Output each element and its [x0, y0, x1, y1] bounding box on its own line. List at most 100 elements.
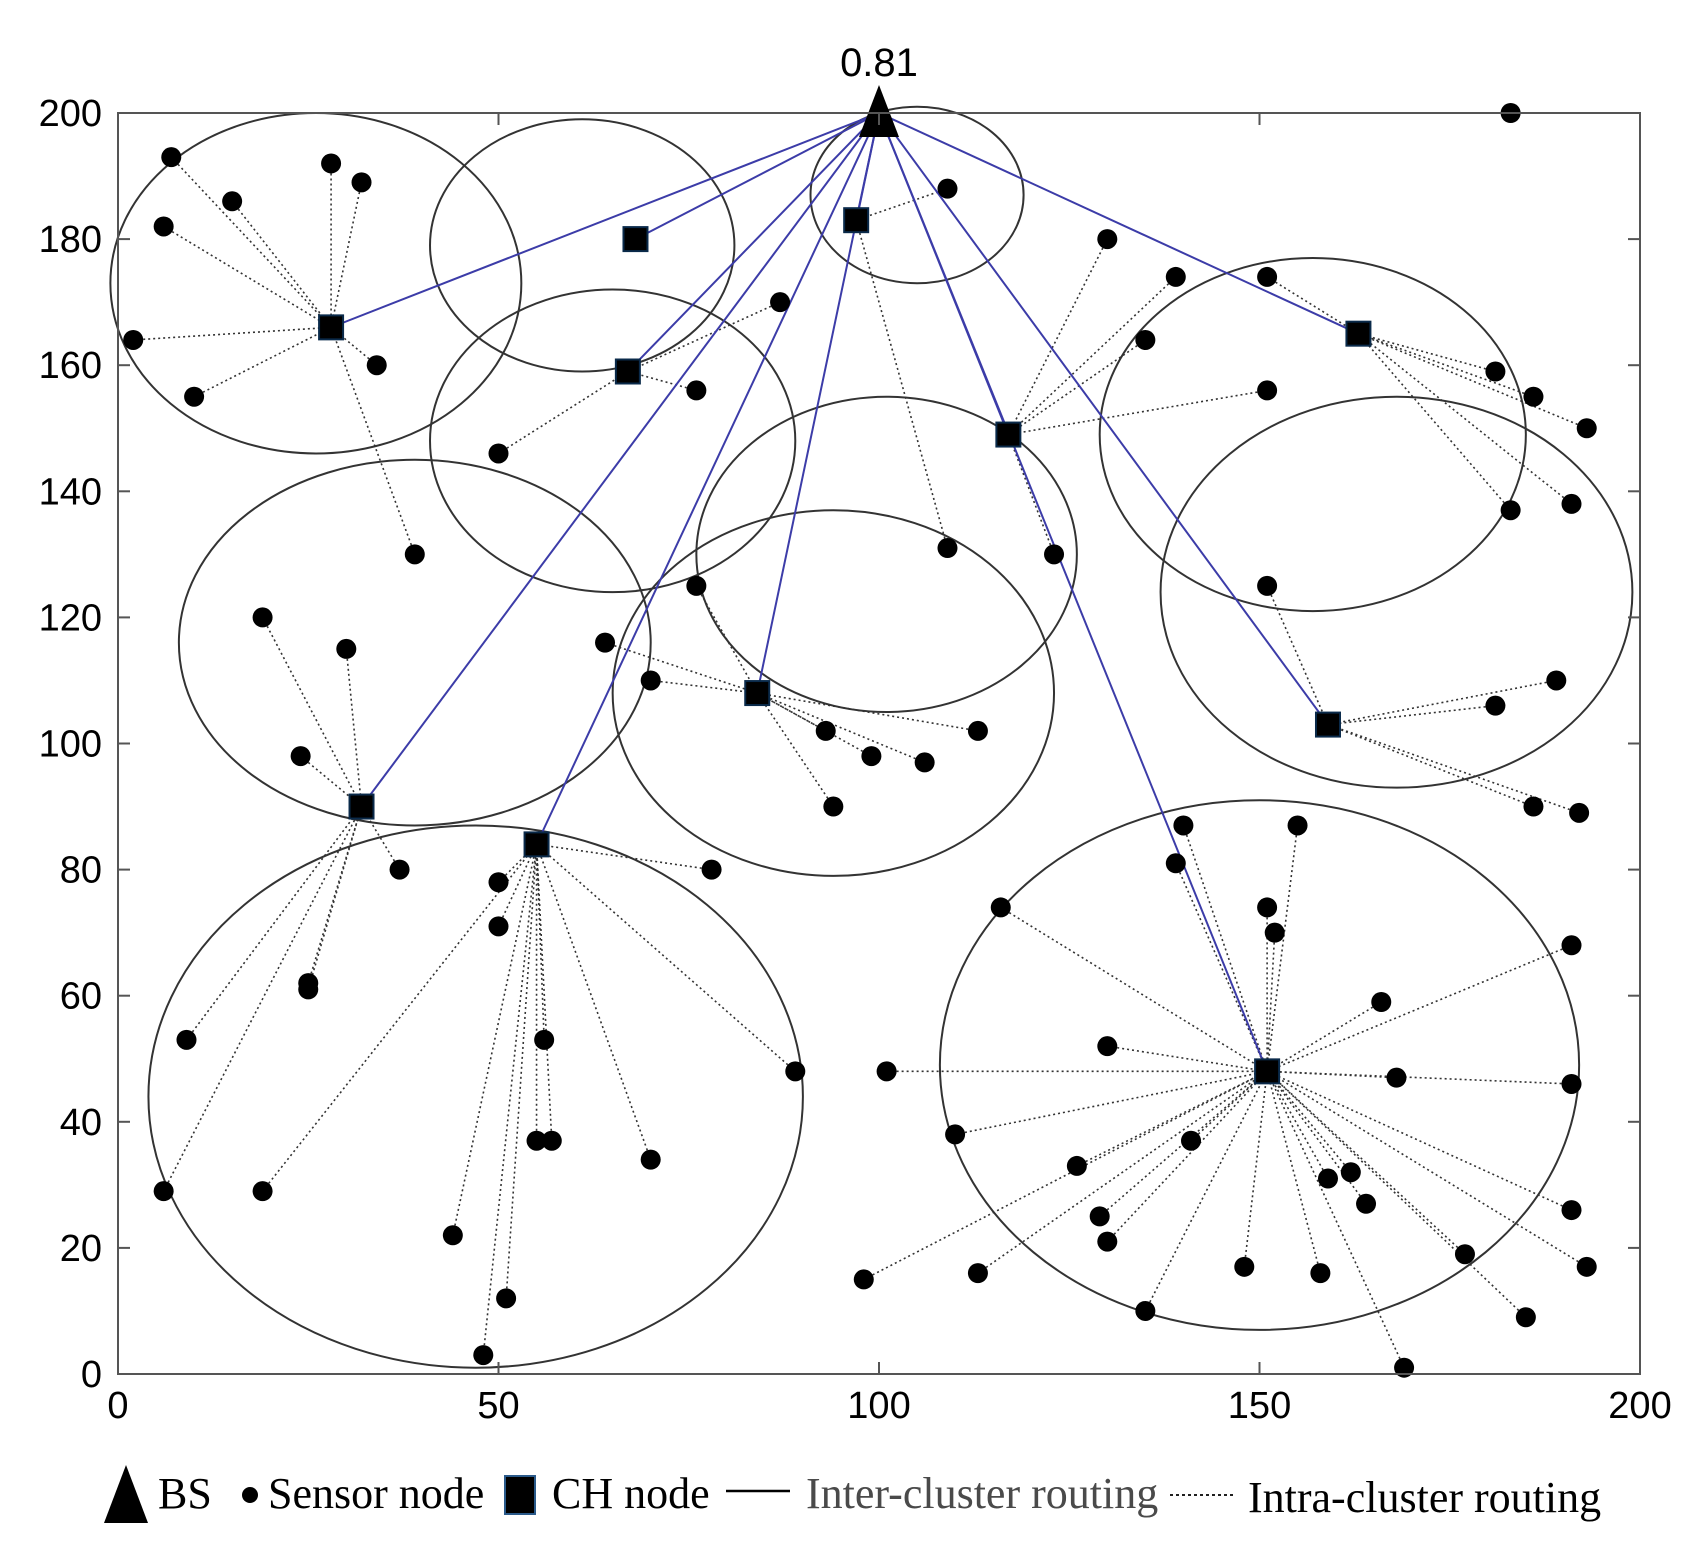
intra-cluster-link	[505, 844, 538, 1299]
intra-cluster-link	[1007, 434, 1055, 555]
inter-cluster-link	[878, 112, 1329, 726]
sensor-node	[442, 1225, 463, 1246]
sensor-node	[1066, 1155, 1087, 1176]
intra-cluster-link	[1357, 333, 1512, 511]
sensor-node	[1257, 575, 1278, 596]
sensor-node	[389, 859, 410, 880]
legend-bs-symbol	[104, 1465, 148, 1523]
intra-cluster-link	[536, 843, 796, 1072]
legend-bs-label: BS	[158, 1469, 212, 1518]
intra-cluster-link	[482, 844, 538, 1356]
sensor-node	[1173, 815, 1194, 836]
intra-cluster-link	[1266, 1070, 1572, 1211]
intra-cluster-link	[163, 225, 332, 329]
sensor-node	[1523, 796, 1544, 817]
legend-sensor-label: Sensor node	[268, 1469, 484, 1518]
sensor-node	[1310, 1263, 1331, 1284]
cluster-circles	[109, 105, 1634, 1369]
sensor-node	[1394, 1357, 1415, 1378]
sensor-node	[640, 670, 661, 691]
intra-cluster-link	[1327, 723, 1580, 814]
sensor-node	[404, 544, 425, 565]
intra-cluster-link	[1182, 825, 1268, 1072]
inter-cluster-link	[878, 112, 1269, 1072]
intra-cluster-link	[1106, 1070, 1268, 1243]
sensor-node	[336, 638, 357, 659]
sensor-node	[526, 1130, 547, 1151]
sensor-node	[1044, 544, 1065, 565]
y-tick-label: 40	[60, 1102, 102, 1144]
sensor-node	[945, 1124, 966, 1145]
cluster-circle	[429, 118, 736, 373]
sensor-node	[1257, 266, 1278, 287]
legend-intra-label: Intra-cluster routing	[1248, 1473, 1601, 1522]
intra-cluster-link	[855, 187, 948, 221]
sensor-node	[595, 632, 616, 653]
intra-cluster-link	[261, 843, 538, 1192]
sensor-node	[937, 538, 958, 559]
intra-cluster-link	[627, 301, 781, 373]
sensor-node	[990, 897, 1011, 918]
sensor-node	[123, 329, 144, 350]
sensor-node	[785, 1061, 806, 1082]
sensor-node	[488, 916, 509, 937]
sensor-node	[701, 859, 722, 880]
intra-cluster-link	[1267, 1070, 1572, 1085]
intra-cluster-link	[1266, 1070, 1329, 1179]
cluster-head-node	[1345, 320, 1372, 347]
legend-inter-label: Inter-cluster routing	[806, 1469, 1158, 1518]
sensor-node	[176, 1029, 197, 1050]
sensor-node	[1576, 418, 1597, 439]
intra-cluster-link	[261, 617, 363, 807]
cluster-circle	[1098, 257, 1527, 613]
sensor-node	[967, 1263, 988, 1284]
x-tick-label: 0	[107, 1385, 128, 1427]
sensor-node	[1165, 266, 1186, 287]
intra-cluster-link	[756, 692, 835, 807]
intra-cluster-link	[1007, 276, 1177, 436]
inter-cluster-link	[330, 112, 880, 329]
intra-cluster-link	[1327, 679, 1557, 726]
cluster-circle	[177, 458, 652, 827]
intra-cluster-link	[695, 585, 758, 694]
sensor-node	[914, 752, 935, 773]
sensor-node	[252, 1181, 273, 1202]
sensor-node	[1264, 922, 1285, 943]
sensor-node	[1523, 386, 1544, 407]
base-station-label: 0.81	[840, 41, 918, 85]
sensor-node	[1515, 1307, 1536, 1328]
intra-cluster-link	[954, 1070, 1268, 1136]
intra-cluster-link	[345, 648, 363, 807]
sensor-node	[640, 1149, 661, 1170]
intra-cluster-link	[1243, 1071, 1268, 1267]
intra-cluster-link	[497, 843, 538, 883]
sensor-node	[1371, 992, 1392, 1013]
intra-cluster-link	[1076, 1070, 1268, 1167]
intra-cluster-link	[330, 327, 416, 555]
intra-cluster-link	[1266, 944, 1572, 1073]
sensor-node	[541, 1130, 562, 1151]
inter-cluster-links	[330, 112, 1359, 1072]
sensor-node	[1317, 1168, 1338, 1189]
intra-cluster-link	[627, 370, 697, 392]
intra-cluster-link	[1357, 333, 1573, 505]
sensor-node	[1097, 1231, 1118, 1252]
intra-cluster-link	[1358, 332, 1588, 429]
intra-cluster-link	[1266, 1071, 1322, 1274]
intra-cluster-link	[977, 1070, 1268, 1274]
intra-cluster-link	[604, 641, 758, 694]
sensor-node	[1500, 500, 1521, 521]
intra-cluster-link	[1266, 1070, 1588, 1268]
cluster-circle	[809, 105, 1025, 285]
sensor-node	[1257, 380, 1278, 401]
sensor-node	[153, 216, 174, 237]
legend-ch-symbol	[504, 1475, 536, 1515]
intra-cluster-link	[535, 844, 652, 1160]
intra-cluster-links	[133, 112, 1588, 1369]
sensor-node	[823, 796, 844, 817]
inter-cluster-link	[627, 112, 880, 373]
y-tick-label: 200	[39, 93, 102, 135]
inter-cluster-link	[635, 112, 880, 240]
y-tick-label: 160	[39, 345, 102, 387]
